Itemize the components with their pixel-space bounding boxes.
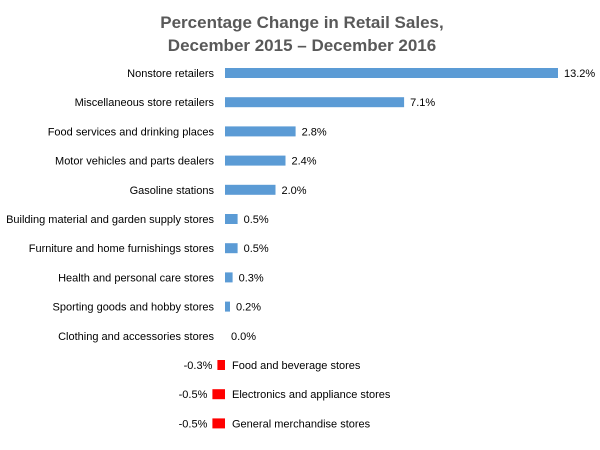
bar-electronics-and-appliance-stores [212, 389, 225, 400]
bar-building-material-and-garden-supply-stores [225, 214, 238, 224]
value-label: 0.3% [239, 272, 264, 284]
value-label: -0.5% [179, 389, 208, 401]
category-label: Miscellaneous store retailers [75, 97, 215, 109]
value-label: 2.0% [282, 185, 307, 197]
category-label: Health and personal care stores [58, 272, 214, 284]
chart-title-line-1: Percentage Change in Retail Sales, [160, 13, 443, 32]
category-label: Food and beverage stores [232, 360, 361, 372]
value-label: 0.5% [244, 243, 269, 255]
bar-general-merchandise-stores [212, 418, 225, 429]
bar-gasoline-stations [225, 184, 276, 195]
value-label: 0.5% [244, 214, 269, 226]
bars-layer [212, 68, 558, 429]
bar-food-and-beverage-stores [217, 360, 225, 370]
category-label: Motor vehicles and parts dealers [55, 156, 214, 168]
bar-miscellaneous-store-retailers [225, 97, 405, 108]
bar-sporting-goods-and-hobby-stores [225, 301, 230, 312]
bar-food-services-and-drinking-places [225, 126, 296, 137]
value-label: -0.5% [179, 418, 208, 430]
category-label: Furniture and home furnishings stores [29, 243, 215, 255]
value-label: 2.8% [302, 126, 327, 138]
category-label: Electronics and appliance stores [232, 389, 391, 401]
category-label: Gasoline stations [130, 185, 215, 197]
category-label: Nonstore retailers [127, 68, 214, 80]
labels-layer: Nonstore retailers 13.2% Miscellaneous sto… [6, 68, 595, 430]
category-label: Food services and drinking places [48, 126, 215, 138]
chart-title-line-2: December 2015 – December 2016 [168, 36, 436, 55]
category-label: Building material and garden supply stor… [6, 214, 214, 226]
category-label: Clothing and accessories stores [58, 331, 214, 343]
bar-health-and-personal-care-stores [225, 272, 233, 283]
value-label: 13.2% [564, 68, 595, 80]
bar-nonstore-retailers [225, 68, 558, 78]
value-label: 7.1% [410, 97, 435, 109]
value-label: 0.0% [231, 331, 256, 343]
value-label: -0.3% [184, 360, 213, 372]
bar-motor-vehicles-and-parts-dealers [225, 155, 286, 166]
value-label: 0.2% [236, 302, 261, 314]
bar-furniture-and-home-furnishings-stores [225, 243, 238, 254]
value-label: 2.4% [292, 156, 317, 168]
category-label: Sporting goods and hobby stores [53, 302, 215, 314]
category-label: General merchandise stores [232, 418, 371, 430]
